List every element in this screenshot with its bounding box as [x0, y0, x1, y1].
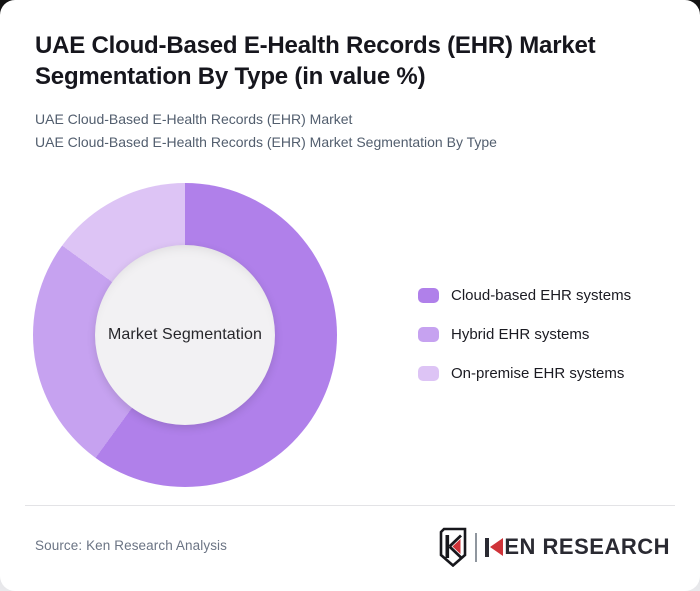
donut-center-label: Market Segmentation: [108, 326, 262, 343]
logo-divider: [475, 532, 478, 562]
legend-swatch-on-premise: [418, 365, 439, 381]
brand-k-triangle-icon: [490, 538, 504, 556]
ken-research-logo: EN RESEARCH: [438, 527, 670, 567]
chart-subtitle: UAE Cloud-Based E-Health Records (EHR) M…: [35, 108, 665, 154]
legend-swatch-cloud-based: [418, 287, 439, 303]
brand-k-bar-icon: [485, 537, 490, 557]
legend-swatch-hybrid: [418, 326, 439, 342]
legend-label-on-premise: On-premise EHR systems: [451, 364, 625, 382]
legend-item-hybrid: Hybrid EHR systems: [418, 325, 631, 343]
donut-center: Market Segmentation: [95, 245, 275, 425]
legend-label-hybrid: Hybrid EHR systems: [451, 325, 590, 343]
footer-divider: [25, 505, 675, 506]
subtitle-line-1: UAE Cloud-Based E-Health Records (EHR) M…: [35, 111, 353, 127]
donut-chart-area: Market Segmentation: [33, 183, 337, 487]
chart-legend: Cloud-based EHR systems Hybrid EHR syste…: [418, 287, 631, 404]
subtitle-line-2: UAE Cloud-Based E-Health Records (EHR) M…: [35, 134, 497, 150]
source-note: Source: Ken Research Analysis: [35, 538, 227, 553]
page-title: UAE Cloud-Based E-Health Records (EHR) M…: [35, 32, 596, 90]
legend-label-cloud-based: Cloud-based EHR systems: [451, 286, 632, 304]
brand-wordmark: EN RESEARCH: [485, 534, 670, 560]
legend-item-cloud-based: Cloud-based EHR systems: [418, 286, 632, 304]
brand-name-rest: EN RESEARCH: [504, 534, 670, 559]
legend-item-on-premise: On-premise EHR systems: [418, 364, 631, 382]
ken-research-emblem-icon: [440, 527, 467, 567]
